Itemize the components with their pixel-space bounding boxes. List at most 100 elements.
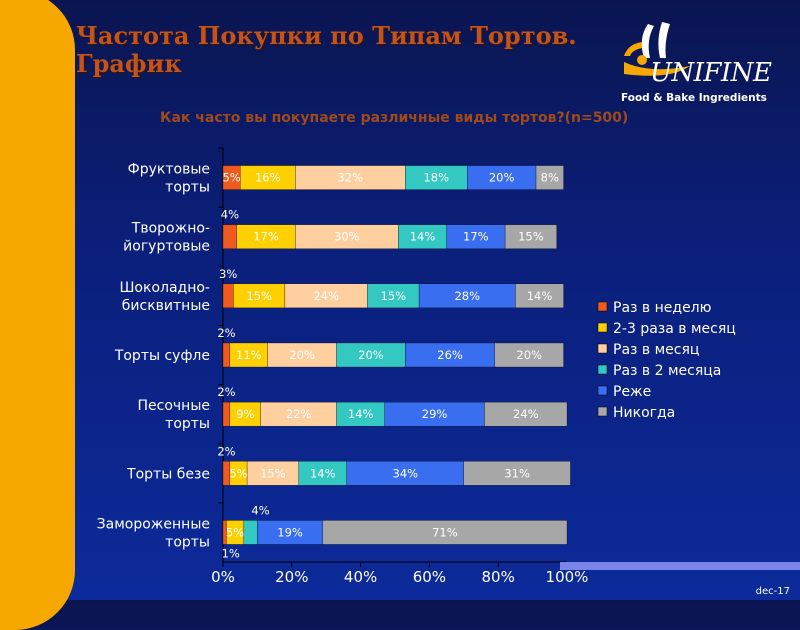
bar-value-label: 24% <box>513 407 539 421</box>
legend-label: 2-3 раза в месяц <box>613 321 736 337</box>
category-label-line: Торты суфле <box>114 348 210 364</box>
bar-segment <box>336 342 406 368</box>
category-label-line: Торты безе <box>126 466 210 482</box>
bar-value-label: 15% <box>246 289 272 303</box>
stacked-bar-chart: 5% 16% 32% 18% 20% 8% 17% 30% 14% 17% 15% 4% 15% 24% 1… <box>97 147 736 586</box>
bar-value-label: 29% <box>422 407 448 421</box>
bar-segment <box>246 461 299 486</box>
category-label: Торты суфле <box>114 348 210 364</box>
chart-subtitle: Как часто вы покупаете различные виды то… <box>160 110 629 126</box>
bar-value-label: 5% <box>226 525 244 539</box>
legend-label: Никогда <box>613 405 675 421</box>
bar-value-label: 2% <box>217 385 235 399</box>
bar-segment <box>260 401 337 427</box>
chart-legend: Раз в неделю 2-3 раза в месяц Раз в месяц Р… <box>597 300 736 421</box>
bar-value-label: 2% <box>217 444 235 458</box>
x-tick-label: 40% <box>344 568 377 586</box>
x-tick-label: 80% <box>482 568 515 586</box>
logo-wordmark: UNIFINE <box>650 58 772 88</box>
x-tick-label: 20% <box>275 568 308 586</box>
bar-value-label: 3% <box>219 267 237 281</box>
bar-segment <box>229 401 261 427</box>
bar-segment <box>243 520 258 545</box>
x-axis-ticks: 0% 20% 40% 60% 80% 100% <box>211 562 588 586</box>
bar-value-label: 20% <box>289 348 315 362</box>
bar-segment <box>504 224 557 249</box>
bar-value-label: 17% <box>463 230 489 244</box>
category-label: Шоколадно-бисквитные <box>119 280 210 314</box>
bar-segment <box>233 283 286 309</box>
bar-value-label: 14% <box>310 466 336 480</box>
bar-segment <box>494 342 564 368</box>
bar-segment <box>398 224 447 249</box>
bar-value-label: 19% <box>277 525 303 539</box>
bar-value-label: 20% <box>489 171 515 185</box>
category-label-line: торты <box>165 534 210 550</box>
bar-segment <box>229 342 268 368</box>
bar-value-label: 28% <box>454 289 480 303</box>
legend-swatch <box>597 364 608 375</box>
logo-tagline: Food & Bake Ingredients <box>621 92 767 104</box>
bar-value-label: 5% <box>222 171 240 185</box>
bar-segment <box>484 401 568 427</box>
category-label: Фруктовые торты <box>128 162 210 196</box>
bar-value-label: 4% <box>251 503 269 517</box>
bar-segment <box>240 165 296 190</box>
left-decorative-arc <box>0 0 75 630</box>
bar-value-label: 15% <box>380 289 406 303</box>
bar-segment <box>295 224 399 249</box>
bar-value-label: 34% <box>393 466 419 480</box>
category-label-line: Замороженные <box>97 516 210 532</box>
bar-value-label: 22% <box>286 407 312 421</box>
bar-value-label: 17% <box>253 230 279 244</box>
slide-date: dec-17 <box>755 586 790 597</box>
category-label: Замороженные торты <box>97 516 210 550</box>
x-tick-label: 60% <box>413 568 446 586</box>
x-tick-label: 0% <box>211 568 235 586</box>
bar-value-label: 14% <box>527 289 553 303</box>
bar-segment <box>367 283 420 309</box>
legend-label: Раз в месяц <box>613 342 699 358</box>
bar-value-label: 71% <box>432 525 458 539</box>
bar-value-label: 8% <box>541 171 559 185</box>
bar-segment <box>463 461 571 486</box>
bar-value-label: 9% <box>236 407 254 421</box>
category-label-line: торты <box>165 416 210 432</box>
legend-label: Раз в неделю <box>613 300 712 316</box>
bar-value-label: 14% <box>410 230 436 244</box>
legend-swatch <box>597 406 608 417</box>
legend-label: Реже <box>613 384 651 400</box>
bar-value-label: 15% <box>260 466 286 480</box>
bar-segment <box>222 283 234 309</box>
bar-segment <box>222 224 237 249</box>
bar-value-label: 20% <box>358 348 384 362</box>
bar-segment <box>405 342 495 368</box>
bar-value-label: 11% <box>236 348 262 362</box>
bar-segment <box>222 401 231 427</box>
category-label: Торты безе <box>126 466 210 482</box>
bar-value-label: 16% <box>255 171 281 185</box>
bar-segment <box>535 165 564 190</box>
bar-segment <box>346 461 464 486</box>
bar-value-label: 4% <box>221 208 239 222</box>
bar-value-label: 2% <box>217 326 235 340</box>
category-label: Творожно-йогуртовые <box>123 221 210 255</box>
bar-segment <box>236 224 296 249</box>
bar-value-label: 18% <box>423 171 449 185</box>
category-labels: Фруктовые торты Творожно-йогуртовые Шоколад… <box>97 162 210 551</box>
bar-value-label: 15% <box>518 230 544 244</box>
bar-segment <box>284 283 368 309</box>
bar-value-label: 30% <box>334 230 360 244</box>
category-label-line: Фруктовые <box>128 162 210 178</box>
bar-segment <box>336 401 385 427</box>
x-tick-label: 100% <box>546 568 589 586</box>
footer-bar <box>560 562 800 570</box>
chart-bars: 5% 16% 32% 18% 20% 8% 17% 30% 14% 17% 15% 4% 15% 24% 1… <box>217 165 571 560</box>
bar-segment <box>405 165 468 190</box>
legend-label: Раз в 2 месяца <box>613 363 721 379</box>
logo-emblem <box>624 22 690 76</box>
legend-swatch <box>597 301 608 312</box>
category-label-line: йогуртовые <box>123 239 210 255</box>
legend-swatch <box>597 322 608 333</box>
legend-swatch <box>597 343 608 354</box>
